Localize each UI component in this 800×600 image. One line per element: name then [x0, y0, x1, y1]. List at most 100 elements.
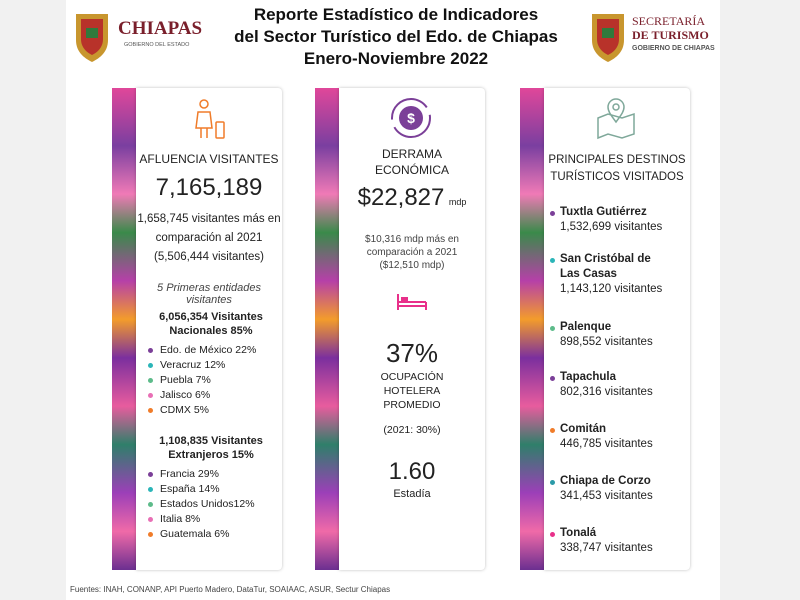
bullet	[550, 376, 555, 381]
detail-line: comparación al 2021	[155, 232, 263, 244]
bullet	[148, 517, 153, 522]
bullet	[550, 532, 555, 537]
amount: $22,827 mdp	[339, 184, 485, 212]
footer-sources: Fuentes: INAH, CONANP, API Puerto Madero…	[70, 585, 391, 594]
bullet	[550, 326, 555, 331]
amount-value: $22,827	[357, 184, 445, 211]
svg-text:$: $	[407, 110, 415, 126]
detail-line: (5,506,444 visitantes)	[154, 251, 264, 263]
destination-name: Palenque	[554, 320, 686, 335]
list-item: Puebla 7%	[146, 373, 276, 388]
bullet	[550, 211, 555, 216]
floral-strip	[112, 88, 136, 570]
panel-spending: $ DERRAMA ECONÓMICA $22,827 mdp $10,316 …	[339, 88, 485, 570]
destination-name-line: Las Casas	[560, 268, 617, 280]
logo-right-text: SECRETARÍA DE TURISMO	[632, 14, 709, 42]
logo-left-text: CHIAPAS	[118, 18, 203, 39]
group-title: 1,108,835 Visitantes Extranjeros 15%	[146, 434, 276, 462]
item-text: Italia 8%	[160, 513, 201, 525]
list-item: Italia 8%	[146, 512, 276, 527]
occupancy-line: OCUPACIÓN	[380, 371, 444, 383]
group-title-line: 1,108,835 Visitantes	[159, 435, 263, 447]
bullet	[148, 408, 153, 413]
amount-unit: mdp	[448, 197, 467, 207]
logo-left-sub: GOBIERNO DEL ESTADO	[124, 42, 190, 48]
item-text: Veracruz 12%	[160, 359, 226, 371]
destination-name: Tuxtla Gutiérrez	[554, 205, 686, 220]
destination-name-line: Tapachula	[560, 371, 617, 383]
group-title-line: Nacionales 85%	[169, 325, 253, 337]
group-title: 6,056,354 Visitantes Nacionales 85%	[146, 310, 276, 338]
list-item: Francia 29%	[146, 467, 276, 482]
visitor-icon	[195, 99, 225, 139]
item-text: Francia 29%	[160, 468, 219, 480]
destination-name-line: Tuxtla Gutiérrez	[560, 206, 647, 218]
destination-name-line: Chiapa de Corzo	[560, 475, 651, 487]
destination: Tonalá 338,747 visitantes	[550, 526, 686, 556]
list-item: Estados Unidos12%	[146, 497, 276, 512]
destination: Tapachula 802,316 visitantes	[550, 370, 686, 400]
total-visitors: 7,165,189	[155, 174, 263, 201]
map-icon	[597, 98, 635, 140]
destination: San Cristóbal de Las Casas 1,143,120 visit…	[550, 252, 686, 297]
list-item: CDMX 5%	[146, 403, 276, 418]
occupancy-line: PROMEDIO	[383, 399, 441, 411]
item-text: Edo. de México 22%	[160, 344, 257, 356]
list-item: España 14%	[146, 482, 276, 497]
logo-left: CHIAPAS GOBIERNO DEL ESTADO	[72, 6, 212, 66]
bullet	[550, 428, 555, 433]
logo-right-line: SECRETARÍA	[632, 14, 706, 28]
coat-of-arms	[76, 14, 108, 62]
stay-value: 1.60	[388, 458, 436, 485]
detail-line: ($12,510 mdp)	[379, 260, 445, 271]
destination-name: Comitán	[554, 422, 686, 437]
destination: Comitán 446,785 visitantes	[550, 422, 686, 452]
destination-name-line: Comitán	[560, 423, 606, 435]
coat-of-arms	[592, 14, 624, 62]
destination-name-line: San Cristóbal de	[560, 253, 651, 265]
item-text: Jalisco 6%	[160, 389, 211, 401]
item-text: Puebla 7%	[160, 374, 211, 386]
heading-line: ECONÓMICA	[374, 163, 449, 177]
group-national: 6,056,354 Visitantes Nacionales 85% Edo. d…	[146, 310, 276, 418]
detail: $10,316 mdp más en comparación a 2021 ($…	[339, 233, 485, 272]
bullet	[550, 258, 555, 263]
bullet	[148, 487, 153, 492]
occupancy-prev: (2021: 30%)	[383, 424, 441, 436]
panel-visitors: AFLUENCIA VISITANTES 7,165,189 1,658,745…	[136, 88, 282, 570]
occupancy-label: OCUPACIÓN HOTELERA PROMEDIO	[339, 370, 485, 412]
panel-heading: AFLUENCIA VISITANTES	[139, 152, 279, 166]
bullet	[148, 532, 153, 537]
bullet	[148, 502, 153, 507]
panel-heading: PRINCIPALES DESTINOS TURÍSTICOS VISITADO…	[544, 152, 690, 186]
destination-visitors: 341,453 visitantes	[560, 490, 653, 502]
destination-visitors: 898,552 visitantes	[560, 336, 653, 348]
destination: Tuxtla Gutiérrez 1,532,699 visitantes	[550, 205, 686, 235]
subheading: 5 Primeras entidades visitantes	[157, 282, 261, 306]
panel-destinations: PRINCIPALES DESTINOS TURÍSTICOS VISITADO…	[544, 88, 690, 570]
title-line: Reporte Estadístico de Indicadores	[253, 5, 539, 24]
occupancy-line: HOTELERA	[383, 385, 441, 397]
title-line: Enero-Noviembre 2022	[303, 49, 489, 68]
destination-name: San Cristóbal de Las Casas	[554, 252, 686, 282]
detail-line: comparación a 2021	[366, 247, 458, 258]
bullet	[148, 393, 153, 398]
item-text: CDMX 5%	[160, 404, 210, 416]
list-item: Guatemala 6%	[146, 527, 276, 542]
detail-line: $10,316 mdp más en	[365, 234, 459, 245]
title: Reporte Estadístico de Indicadores del S…	[226, 4, 566, 70]
group-foreign: 1,108,835 Visitantes Extranjeros 15% Franc…	[146, 434, 276, 542]
destination-visitors: 338,747 visitantes	[560, 542, 653, 554]
destination-visitors: 446,785 visitantes	[560, 438, 653, 450]
destination-name: Chiapa de Corzo	[554, 474, 686, 489]
report: CHIAPAS GOBIERNO DEL ESTADO Reporte Esta…	[66, 0, 720, 600]
destination: Chiapa de Corzo 341,453 visitantes	[550, 474, 686, 504]
group-title-line: 6,056,354 Visitantes	[159, 311, 263, 323]
destination-visitors: 802,316 visitantes	[560, 386, 653, 398]
money-icon: $	[391, 98, 431, 138]
destination: Palenque 898,552 visitantes	[550, 320, 686, 350]
detail: 1,658,745 visitantes más en comparación …	[136, 210, 282, 267]
detail-line: 1,658,745 visitantes más en	[137, 213, 281, 225]
heading-line: DERRAMA	[381, 147, 442, 161]
bed-icon	[397, 294, 427, 310]
